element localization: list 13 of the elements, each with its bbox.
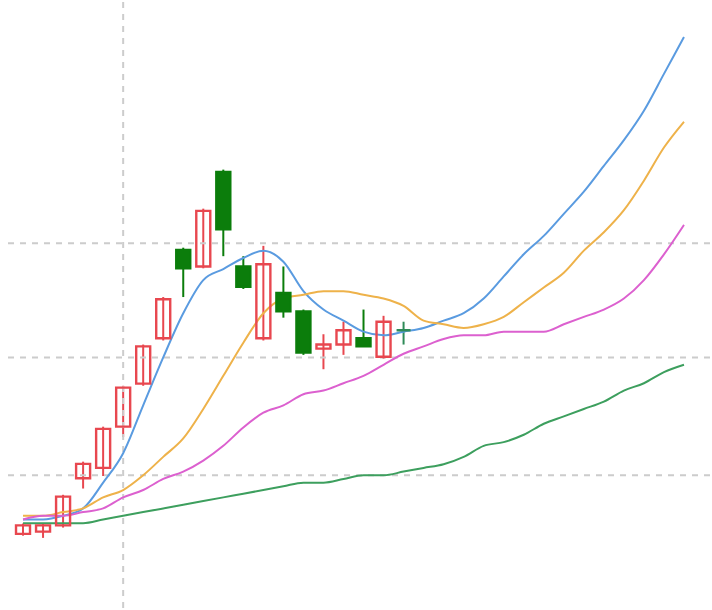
candlestick (355, 308, 372, 348)
candlestick (175, 246, 192, 299)
candlestick (395, 320, 412, 346)
candlestick (375, 314, 392, 360)
candlestick (114, 384, 132, 438)
candlestick (195, 207, 212, 270)
candlestick (155, 296, 172, 342)
candlestick (235, 255, 252, 290)
candlestick (255, 244, 272, 342)
candlestick (74, 460, 92, 490)
candlestick (134, 343, 152, 387)
candlestick (54, 493, 72, 529)
candlestick (94, 425, 112, 478)
